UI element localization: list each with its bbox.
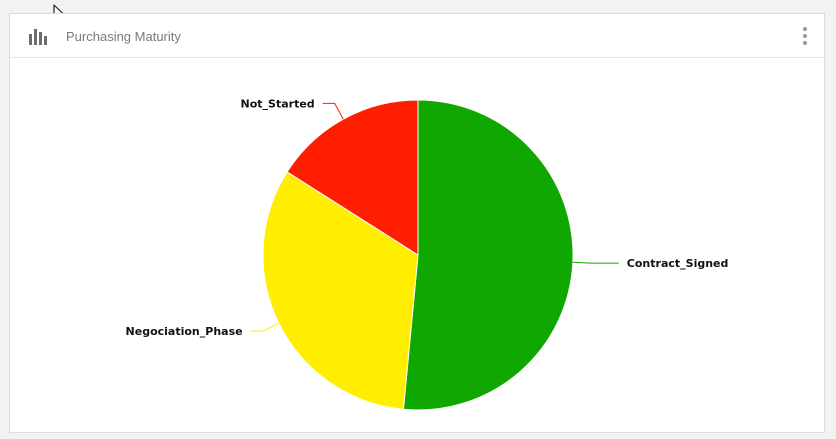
pie-connector-not-started: [322, 102, 344, 120]
pie-connector-contract-signed: [572, 261, 619, 264]
purchasing-maturity-widget: Purchasing Maturity Contract_Signed Negoc…: [9, 13, 825, 433]
widget-header: Purchasing Maturity: [10, 14, 824, 58]
pie-label-negociation-phase: Negociation_Phase: [126, 325, 243, 338]
pie-chart-area: Contract_Signed Negociation_Phase Not_Star…: [10, 58, 824, 434]
pie-chart: Contract_Signed Negociation_Phase Not_Star…: [126, 97, 729, 411]
pie-label-contract-signed: Contract_Signed: [627, 257, 729, 270]
pie-connector-negociation-phase: [250, 322, 280, 332]
pie-slice-contract-signed[interactable]: [402, 99, 574, 411]
pie-label-not-started: Not_Started: [241, 97, 315, 110]
widget-title: Purchasing Maturity: [66, 29, 181, 44]
bar-chart-icon: [29, 29, 47, 45]
pie-slice-negociation-phase[interactable]: [262, 171, 419, 410]
vertical-dots-icon[interactable]: [798, 25, 812, 47]
